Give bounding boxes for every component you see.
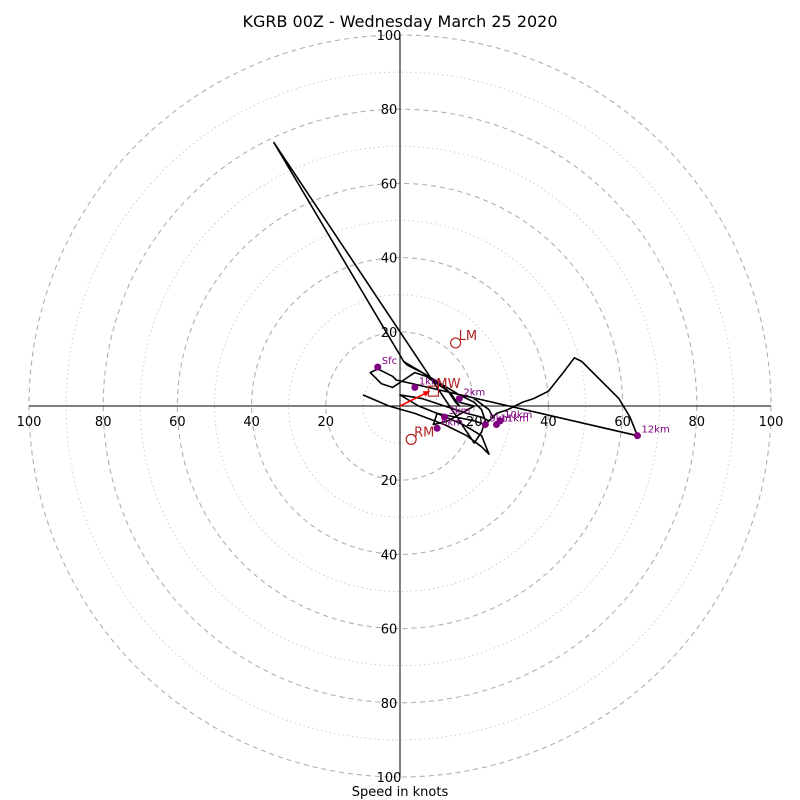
height-marker-1km xyxy=(411,383,419,391)
storm-marker-rm xyxy=(405,433,417,445)
tick-labels: 2020202040404040606060608080808010010010… xyxy=(17,29,784,786)
tick-label-north-80: 80 xyxy=(381,103,398,118)
tick-label-east-40: 40 xyxy=(540,415,557,430)
height-marker-2km xyxy=(455,395,463,403)
height-label-10km: 10km xyxy=(504,410,532,421)
tick-label-east-20: 20 xyxy=(466,415,483,430)
storm-label-mw: MW xyxy=(436,377,460,392)
height-label-11km: 11km xyxy=(500,414,528,425)
height-label-2km: 2km xyxy=(463,388,485,399)
height-marker-12km xyxy=(633,432,641,440)
tick-label-south-20: 20 xyxy=(381,474,398,489)
tick-label-east-80: 80 xyxy=(689,415,706,430)
height-marker-6km xyxy=(433,424,441,432)
hodograph-trace xyxy=(273,141,639,456)
chart-title: KGRB 00Z - Wednesday March 25 2020 xyxy=(242,12,557,31)
tick-label-west-20: 20 xyxy=(318,415,335,430)
height-label-1km: 1km xyxy=(419,376,441,387)
height-marker-11km xyxy=(492,421,500,429)
tick-label-west-100: 100 xyxy=(17,415,42,430)
tick-label-north-40: 40 xyxy=(381,252,398,267)
height-marker-9km xyxy=(481,421,489,429)
hodograph-line xyxy=(273,141,639,456)
tick-label-north-100: 100 xyxy=(377,29,402,44)
height-marker-3km xyxy=(441,413,449,421)
tick-label-west-40: 40 xyxy=(243,415,260,430)
tick-label-south-60: 60 xyxy=(381,623,398,638)
tick-label-south-80: 80 xyxy=(381,697,398,712)
height-label-6km: 6km xyxy=(441,417,463,428)
height-markers: Sfc1km2km3km6km9km10km11km12km xyxy=(374,356,670,440)
tick-label-south-100: 100 xyxy=(377,771,402,786)
storm-motion-markers: LM RM MW xyxy=(399,329,477,445)
storm-label-lm: LM xyxy=(459,329,477,344)
tick-label-south-40: 40 xyxy=(381,548,398,563)
x-axis-label: Speed in knots xyxy=(352,785,449,800)
tick-label-east-60: 60 xyxy=(614,415,631,430)
height-marker-sfc xyxy=(374,363,382,371)
tick-label-west-60: 60 xyxy=(169,415,186,430)
storm-marker-lm xyxy=(450,337,462,349)
storm-marker-mw xyxy=(427,385,439,397)
storm-label-rm: RM xyxy=(414,425,434,440)
height-label-12km: 12km xyxy=(641,425,669,436)
height-label-3km: 3km xyxy=(449,406,471,417)
tick-label-west-80: 80 xyxy=(95,415,112,430)
tick-label-north-60: 60 xyxy=(381,177,398,192)
tick-label-east-100: 100 xyxy=(759,415,784,430)
height-label-sfc: Sfc xyxy=(382,356,397,367)
